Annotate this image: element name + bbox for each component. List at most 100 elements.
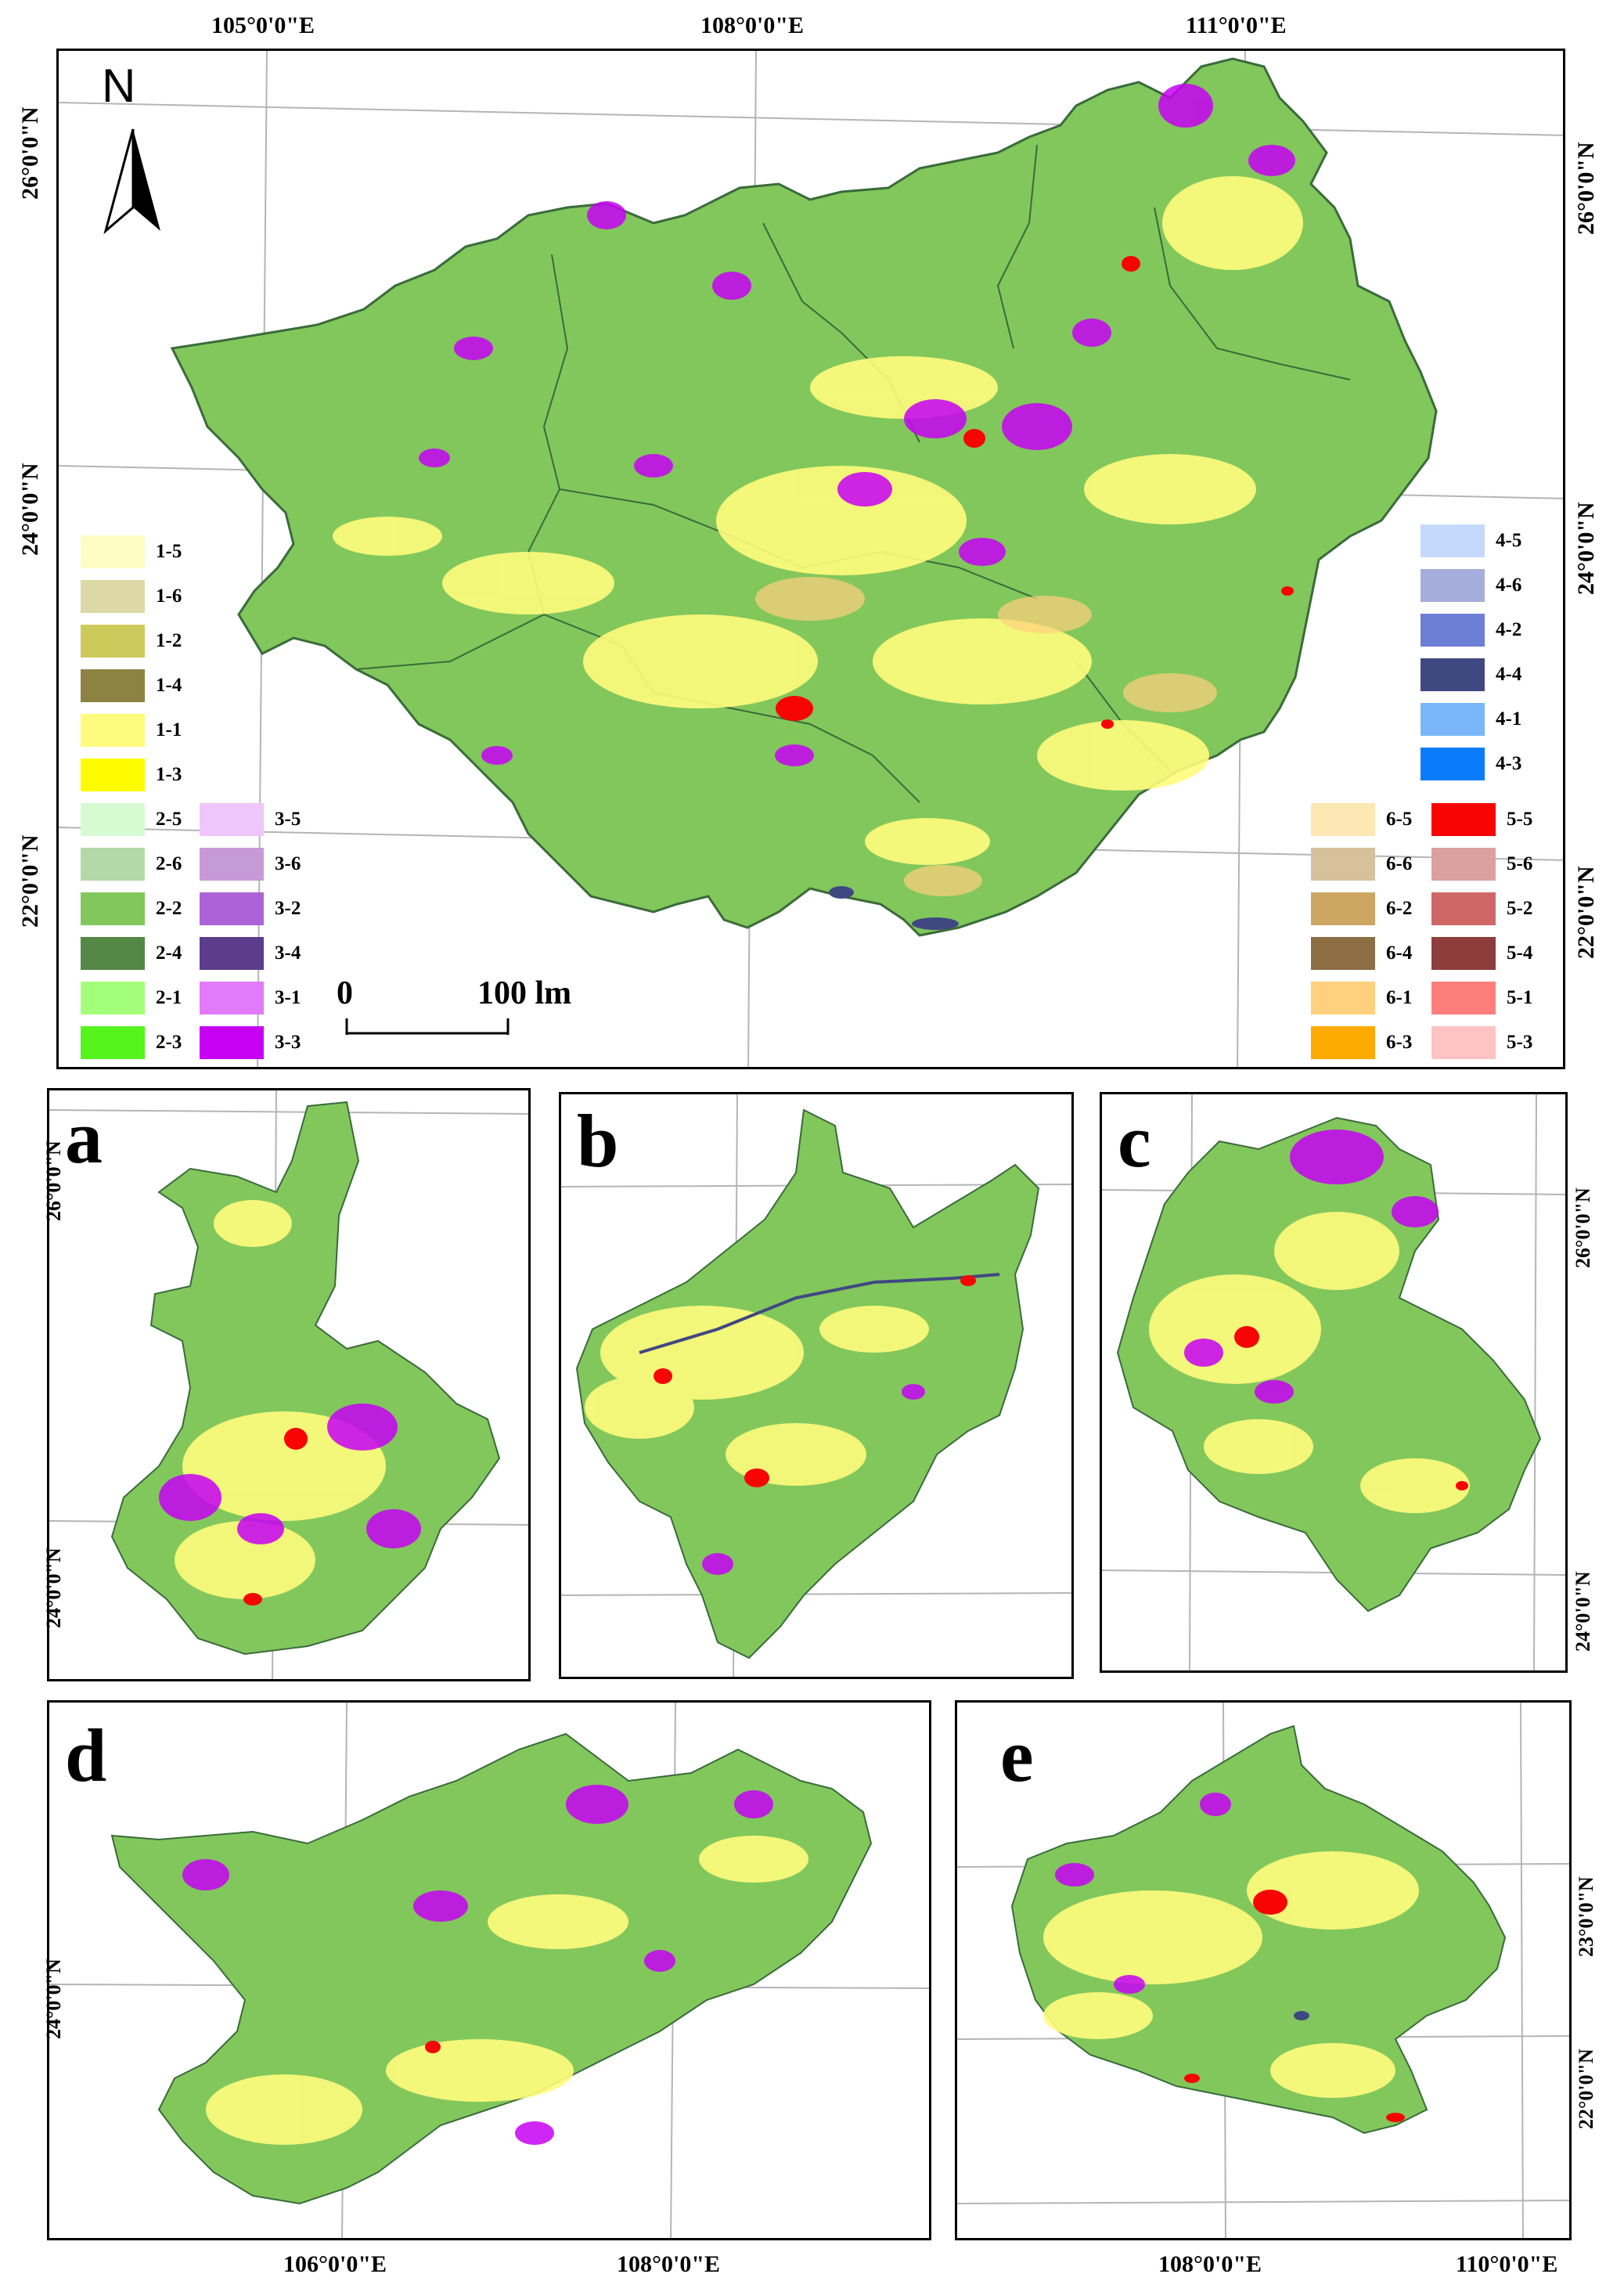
legend-swatch [200, 937, 264, 970]
panel-c-lat-26: 26°0'0"N [1572, 1187, 1594, 1268]
legend-item: 2-3 [81, 1025, 182, 1060]
legend-swatch [1431, 937, 1496, 970]
legend-item: 4-6 [1421, 568, 1521, 603]
legend-item: 1-3 [81, 758, 182, 792]
legend-swatch [1421, 569, 1485, 602]
scale-start-label: 0 [337, 975, 353, 1011]
legend-item: 3-6 [200, 847, 301, 881]
legend-item: 2-6 [81, 847, 182, 881]
legend-item: 6-5 [1311, 802, 1412, 837]
panel-d-lon-106: 106°0'0"E [283, 2251, 387, 2277]
cropland-patches [333, 176, 1303, 865]
legend-label: 1-1 [156, 719, 182, 741]
legend-swatch [81, 580, 145, 613]
legend-label: 2-4 [156, 942, 182, 964]
legend-swatch [1421, 748, 1485, 780]
legend-swatch [1311, 803, 1375, 836]
legend-label: 3-6 [275, 853, 301, 874]
legend-label: 6-6 [1386, 853, 1413, 874]
karst-patches [419, 84, 1295, 766]
legend-swatch [1311, 982, 1375, 1014]
legend-label: 5-5 [1507, 809, 1533, 830]
legend-label: 5-6 [1507, 853, 1533, 874]
legend-swatch [81, 759, 145, 791]
panel-letter-d: d [65, 1714, 107, 1797]
legend-swatch [1311, 937, 1375, 970]
scale-end-label: 100 lm [477, 975, 572, 1011]
orchard-patches [755, 577, 1217, 896]
urban-areas [776, 256, 1294, 729]
panel-letter-c: c [1118, 1099, 1151, 1183]
legend-label: 5-3 [1507, 1032, 1533, 1053]
subpanel-a: a [47, 1088, 531, 1681]
legend-label: 3-1 [275, 987, 301, 1008]
legend-label: 2-6 [156, 853, 182, 874]
legend-item: 3-5 [200, 802, 301, 837]
subpanel-c-svg [1102, 1094, 1565, 1670]
scale-bar [345, 1018, 510, 1035]
legend-item: 2-2 [81, 892, 182, 926]
legend-item: 1-1 [81, 713, 182, 748]
legend-item: 5-2 [1431, 892, 1532, 926]
subpanel-a-svg [49, 1090, 528, 1679]
legend-item: 4-4 [1421, 658, 1521, 692]
legend-swatch [1431, 803, 1496, 836]
legend-label: 1-5 [156, 541, 182, 562]
legend-label: 6-5 [1386, 809, 1413, 830]
legend-swatch [81, 937, 145, 970]
water-bodies [829, 886, 959, 930]
legend-swatch [1311, 892, 1375, 925]
legend-swatch [1431, 892, 1496, 925]
legend-label: 3-5 [275, 809, 301, 830]
legend-item: 1-4 [81, 668, 182, 703]
legend-label: 2-1 [156, 987, 182, 1008]
panel-e-lat-23: 23°0'0"N [1575, 1876, 1597, 1957]
legend-label: 5-2 [1507, 898, 1533, 919]
legend-label: 1-3 [156, 764, 182, 785]
north-arrow-icon [103, 128, 160, 235]
legend-item: 2-1 [81, 981, 182, 1015]
legend-item: 1-5 [81, 535, 182, 569]
lat-label-left-24: 24°0'0"N [17, 463, 43, 556]
panel-letter-a: a [65, 1095, 103, 1179]
legend-swatch [1421, 658, 1485, 691]
subpanel-d: d [47, 1700, 931, 2240]
legend-label: 6-2 [1386, 898, 1413, 919]
legend-swatch [1421, 703, 1485, 736]
lat-label-left-26: 26°0'0"N [17, 106, 43, 200]
lon-label-111: 111°0'0"E [1186, 13, 1287, 38]
subpanel-b: b [559, 1092, 1074, 1679]
legend-label: 4-6 [1496, 575, 1522, 596]
legend-label: 1-6 [156, 586, 182, 607]
legend-item: 1-2 [81, 624, 182, 658]
region-b [575, 1108, 1040, 1660]
legend-label: 4-5 [1496, 530, 1522, 551]
legend-item: 6-6 [1311, 847, 1412, 881]
legend-label: 4-3 [1496, 753, 1522, 774]
legend-swatch [81, 892, 145, 925]
lon-label-105: 105°0'0"E [211, 13, 315, 38]
legend-label: 1-2 [156, 630, 182, 651]
panel-letter-b: b [577, 1099, 619, 1183]
legend-swatch [1311, 1026, 1375, 1059]
panel-e-lon-110: 110°0'0"E [1456, 2251, 1558, 2277]
subpanel-c: c [1100, 1092, 1568, 1673]
legend-item: 5-4 [1431, 936, 1532, 971]
legend-label: 2-5 [156, 809, 182, 830]
legend-item: 5-1 [1431, 981, 1532, 1015]
legend-label: 6-4 [1386, 942, 1413, 964]
legend-label: 2-2 [156, 898, 182, 919]
panel-d-lon-108: 108°0'0"E [617, 2251, 720, 2277]
subpanel-e: e [955, 1700, 1572, 2240]
legend-swatch [1421, 524, 1485, 557]
legend-item: 2-5 [81, 802, 182, 837]
legend-swatch [200, 892, 264, 925]
legend-label: 4-2 [1496, 619, 1522, 640]
panel-d-lat-24: 24°0'0"N [42, 1959, 65, 2039]
legend-item: 2-4 [81, 936, 182, 971]
legend-label: 2-3 [156, 1032, 182, 1053]
legend-item: 3-3 [200, 1025, 301, 1060]
panel-a-lat-26: 26°0'0"N [42, 1141, 65, 1221]
lon-label-108: 108°0'0"E [700, 13, 804, 38]
legend-item: 5-6 [1431, 847, 1532, 881]
